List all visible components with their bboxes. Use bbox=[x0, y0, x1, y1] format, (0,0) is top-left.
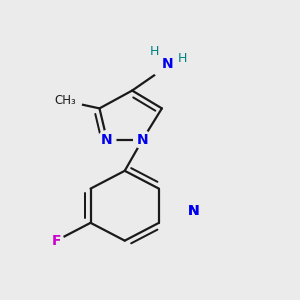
Text: N: N bbox=[187, 204, 199, 218]
Text: N: N bbox=[187, 204, 199, 218]
Circle shape bbox=[184, 201, 202, 220]
Circle shape bbox=[49, 233, 64, 248]
Circle shape bbox=[184, 202, 202, 220]
Text: N: N bbox=[137, 133, 148, 147]
Text: CH₃: CH₃ bbox=[54, 94, 76, 107]
Circle shape bbox=[49, 85, 82, 117]
Text: H: H bbox=[177, 52, 187, 65]
Circle shape bbox=[134, 131, 152, 148]
Text: N: N bbox=[101, 133, 113, 147]
Text: H: H bbox=[150, 45, 159, 58]
Circle shape bbox=[150, 41, 189, 80]
Circle shape bbox=[98, 131, 116, 148]
Text: N: N bbox=[162, 57, 174, 71]
Text: F: F bbox=[52, 234, 61, 248]
